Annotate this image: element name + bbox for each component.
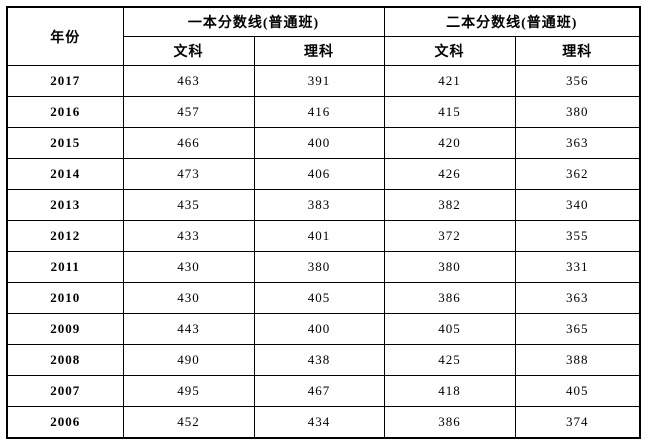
tier2-group-header: 二本分数线(普通班) xyxy=(383,6,641,37)
year-cell: 2016 xyxy=(6,96,124,128)
score-cell: 380 xyxy=(383,251,516,283)
year-cell: 2015 xyxy=(6,127,124,159)
year-cell: 2009 xyxy=(6,313,124,345)
score-cell: 467 xyxy=(253,375,385,407)
score-cell: 438 xyxy=(253,344,385,376)
score-table-container: 年份 一本分数线(普通班) 二本分数线(普通班) 文科 理科 文科 理科 201… xyxy=(6,6,642,439)
score-cell: 463 xyxy=(122,65,255,97)
score-cell: 374 xyxy=(514,406,641,438)
score-cell: 356 xyxy=(514,65,641,97)
score-cell: 443 xyxy=(122,313,255,345)
table-row: 2014 473 406 426 362 xyxy=(6,158,641,190)
score-cell: 382 xyxy=(383,189,516,221)
score-cell: 430 xyxy=(122,251,255,283)
score-line-table: 年份 一本分数线(普通班) 二本分数线(普通班) 文科 理科 文科 理科 201… xyxy=(6,6,642,439)
score-cell: 355 xyxy=(514,220,641,252)
tier1-science-header: 理科 xyxy=(253,36,385,66)
table-row: 2012 433 401 372 355 xyxy=(6,220,641,252)
score-cell: 490 xyxy=(122,344,255,376)
score-cell: 405 xyxy=(253,282,385,314)
score-cell: 425 xyxy=(383,344,516,376)
score-cell: 372 xyxy=(383,220,516,252)
score-cell: 365 xyxy=(514,313,641,345)
table-row: 2013 435 383 382 340 xyxy=(6,189,641,221)
score-cell: 405 xyxy=(383,313,516,345)
score-cell: 406 xyxy=(253,158,385,190)
score-cell: 426 xyxy=(383,158,516,190)
score-cell: 363 xyxy=(514,127,641,159)
score-cell: 452 xyxy=(122,406,255,438)
score-cell: 380 xyxy=(514,96,641,128)
score-cell: 380 xyxy=(253,251,385,283)
table-row: 2017 463 391 421 356 xyxy=(6,65,641,97)
header-group-row: 年份 一本分数线(普通班) 二本分数线(普通班) xyxy=(6,6,641,66)
tier2-liberal-arts-header: 文科 xyxy=(383,36,516,66)
score-cell: 362 xyxy=(514,158,641,190)
score-cell: 331 xyxy=(514,251,641,283)
score-cell: 388 xyxy=(514,344,641,376)
score-cell: 495 xyxy=(122,375,255,407)
score-cell: 420 xyxy=(383,127,516,159)
year-column-header: 年份 xyxy=(6,6,124,66)
score-cell: 400 xyxy=(253,127,385,159)
score-cell: 433 xyxy=(122,220,255,252)
tier2-science-header: 理科 xyxy=(514,36,641,66)
year-cell: 2010 xyxy=(6,282,124,314)
year-cell: 2017 xyxy=(6,65,124,97)
header-sub-row: 文科 理科 文科 理科 xyxy=(7,36,641,66)
year-cell: 2008 xyxy=(6,344,124,376)
score-cell: 400 xyxy=(253,313,385,345)
year-cell: 2007 xyxy=(6,375,124,407)
score-cell: 457 xyxy=(122,96,255,128)
score-cell: 391 xyxy=(253,65,385,97)
score-cell: 435 xyxy=(122,189,255,221)
year-cell: 2013 xyxy=(6,189,124,221)
table-row: 2007 495 467 418 405 xyxy=(6,375,641,407)
table-row: 2010 430 405 386 363 xyxy=(6,282,641,314)
score-cell: 416 xyxy=(253,96,385,128)
score-cell: 383 xyxy=(253,189,385,221)
score-cell: 386 xyxy=(383,282,516,314)
score-cell: 421 xyxy=(383,65,516,97)
table-row: 2016 457 416 415 380 xyxy=(6,96,641,128)
score-cell: 401 xyxy=(253,220,385,252)
score-cell: 434 xyxy=(253,406,385,438)
score-cell: 405 xyxy=(514,375,641,407)
table-row: 2008 490 438 425 388 xyxy=(6,344,641,376)
score-cell: 473 xyxy=(122,158,255,190)
score-cell: 386 xyxy=(383,406,516,438)
score-cell: 418 xyxy=(383,375,516,407)
table-row: 2011 430 380 380 331 xyxy=(6,251,641,283)
year-cell: 2011 xyxy=(6,251,124,283)
score-cell: 430 xyxy=(122,282,255,314)
year-cell: 2006 xyxy=(6,406,124,438)
table-row: 2009 443 400 405 365 xyxy=(6,313,641,345)
score-cell: 363 xyxy=(514,282,641,314)
score-cell: 340 xyxy=(514,189,641,221)
table-row: 2015 466 400 420 363 xyxy=(6,127,641,159)
score-cell: 415 xyxy=(383,96,516,128)
tier1-group-header: 一本分数线(普通班) xyxy=(122,6,385,37)
tier1-liberal-arts-header: 文科 xyxy=(122,36,255,66)
year-cell: 2012 xyxy=(6,220,124,252)
table-row: 2006 452 434 386 374 xyxy=(6,406,641,438)
year-cell: 2014 xyxy=(6,158,124,190)
score-cell: 466 xyxy=(122,127,255,159)
